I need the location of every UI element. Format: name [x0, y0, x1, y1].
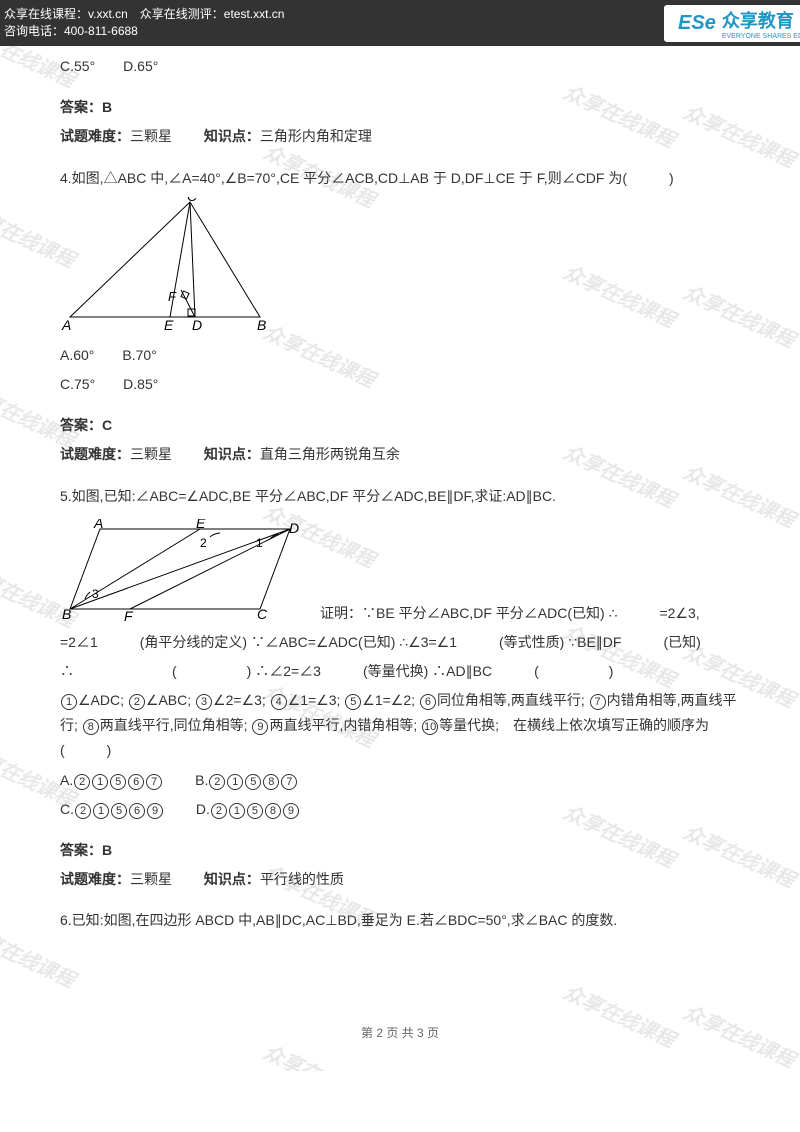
svg-text:C: C: [187, 197, 198, 204]
q5-proof-intro: 证明：∵BE 平分∠ABC,DF 平分∠ADC(已知) ∴ =2∠3,: [320, 601, 700, 626]
svg-text:F: F: [168, 289, 177, 304]
q5-options-row: A.21567 B.21587: [60, 768, 740, 793]
q4-topic: 直角三角形两锐角互余: [260, 446, 400, 462]
circled-num: 8: [83, 719, 99, 735]
svg-text:B: B: [257, 317, 266, 333]
q5-proof-line3: ∴ ( ) ∴∠2=∠3 (等量代换) ∴AD∥BC ( ): [60, 659, 740, 684]
svg-text:C: C: [257, 606, 268, 622]
circled-num: 9: [252, 719, 268, 735]
q5-proof-line2: =2∠1 (角平分线的定义) ∵∠ABC=∠ADC(已知) ∴∠3=∠1 (等式…: [60, 630, 740, 655]
q3-diff-label: 试题难度：: [60, 128, 130, 144]
q5-answer: 答案：B: [60, 842, 112, 858]
q4-diff: 三颗星: [130, 446, 172, 462]
page-footer: 第 2 页 共 3 页: [60, 1024, 740, 1041]
q5-diff: 三颗星: [130, 871, 172, 887]
q3-diff: 三颗星: [130, 128, 172, 144]
header-line2: 咨询电话：400-811-6688: [4, 23, 284, 40]
header-line1: 众享在线课程：v.xxt.cn 众享在线测评：etest.xxt.cn: [4, 6, 284, 23]
q5-diff-label: 试题难度：: [60, 871, 130, 887]
circled-num: 5: [345, 694, 361, 710]
svg-text:A: A: [93, 519, 103, 531]
circled-num: 2: [129, 694, 145, 710]
svg-text:E: E: [164, 317, 174, 333]
q3-options: C.55° D.65°: [60, 54, 740, 79]
q4-text: 4.如图,△ABC 中,∠A=40°,∠B=70°,CE 平分∠ACB,CD⊥A…: [60, 166, 740, 191]
brand-text: 众享教育: [722, 7, 800, 33]
q4-diagram: A B C E D F: [60, 197, 270, 337]
q5-topic: 平行线的性质: [260, 871, 344, 887]
q4-diff-label: 试题难度：: [60, 446, 130, 462]
q5-text: 5.如图,已知:∠ABC=∠ADC,BE 平分∠ABC,DF 平分∠ADC,BE…: [60, 484, 740, 509]
q5-topic-label: 知识点：: [204, 871, 260, 887]
q5-diagram: A D B C E F 1 2 3: [60, 519, 310, 624]
circled-num: 10: [422, 719, 438, 735]
circled-num: 4: [271, 694, 287, 710]
q4-options1: A.60° B.70°: [60, 343, 740, 368]
svg-text:F: F: [124, 608, 134, 624]
q4-answer: 答案：C: [60, 417, 112, 433]
svg-text:2: 2: [200, 536, 207, 550]
circled-num: 1: [61, 694, 77, 710]
circled-num: 3: [196, 694, 212, 710]
brand-sub: EVERYONE SHARES EDUCATION: [722, 33, 800, 40]
header-brand: ESe 众享教育 EVERYONE SHARES EDUCATION: [664, 5, 800, 42]
page-header: 众享在线课程：v.xxt.cn 众享在线测评：etest.xxt.cn 咨询电话…: [0, 0, 800, 46]
q4-topic-label: 知识点：: [204, 446, 260, 462]
brand-logo: ESe: [678, 12, 716, 35]
svg-text:1: 1: [256, 536, 263, 550]
svg-text:D: D: [289, 520, 299, 536]
q3-topic-label: 知识点：: [204, 128, 260, 144]
q5-note-row: 1∠ADC; 2∠ABC; 3∠2=∠3; 4∠1=∠3; 5∠1=∠2; 6同…: [60, 688, 740, 764]
svg-text:A: A: [61, 317, 71, 333]
q4-options2: C.75° D.85°: [60, 372, 740, 397]
q3-topic: 三角形内角和定理: [260, 128, 372, 144]
svg-text:B: B: [62, 606, 71, 622]
circled-num: 7: [590, 694, 606, 710]
circled-num: 6: [420, 694, 436, 710]
q6-text: 6.已知:如图,在四边形 ABCD 中,AB∥DC,AC⊥BD,垂足为 E.若∠…: [60, 908, 740, 933]
svg-text:E: E: [196, 519, 206, 531]
svg-text:D: D: [192, 317, 202, 333]
svg-text:3: 3: [92, 587, 99, 601]
q5-options-row2: C.21569 D.21589: [60, 797, 740, 822]
q3-answer: 答案：B: [60, 99, 112, 115]
